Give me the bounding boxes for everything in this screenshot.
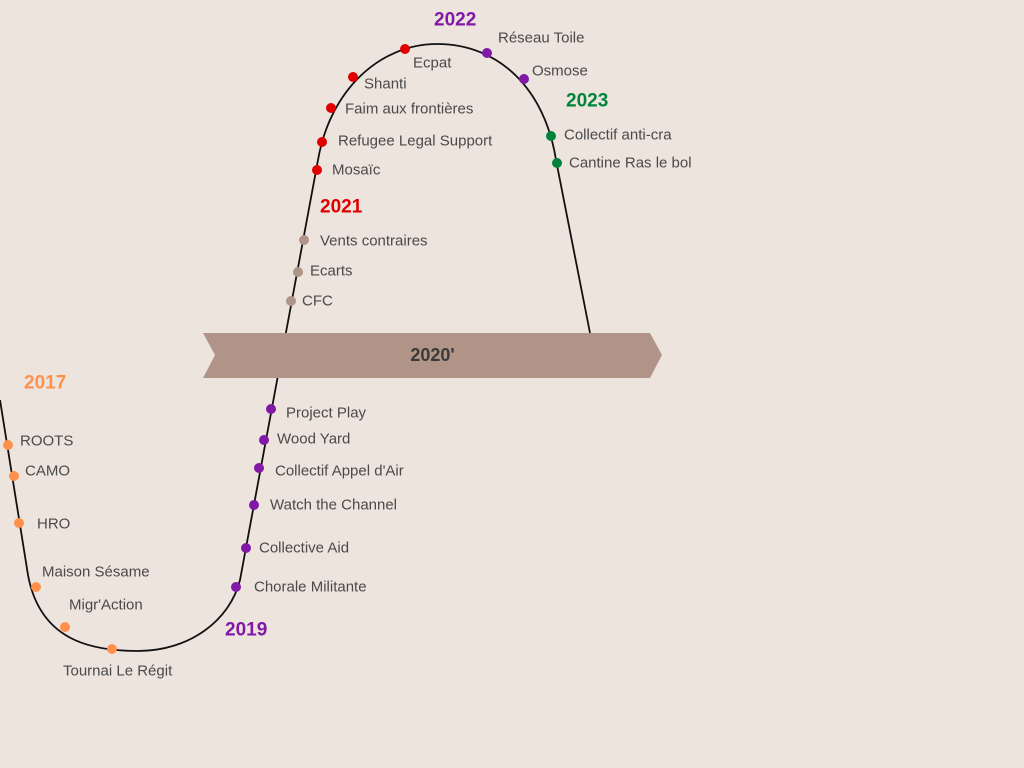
timeline-dot	[286, 296, 296, 306]
decade-banner	[203, 333, 662, 378]
timeline-dot	[9, 471, 19, 481]
timeline-item-label: Ecarts	[310, 262, 353, 280]
timeline-dot	[317, 137, 327, 147]
timeline-item-label: Cantine Ras le bol	[569, 154, 692, 172]
timeline-item-label: Collectif Appel d'Air	[275, 462, 404, 480]
timeline-dot	[326, 103, 336, 113]
timeline-dot	[400, 44, 410, 54]
timeline-dot	[482, 48, 492, 58]
timeline-dot	[299, 235, 309, 245]
year-label: 2017	[24, 372, 67, 394]
timeline-item-label: Osmose	[532, 62, 588, 80]
timeline-item-label: Collectif anti-cra	[564, 126, 672, 144]
year-label: 2019	[225, 619, 268, 641]
timeline-dot	[266, 404, 276, 414]
timeline-item-label: Migr'Action	[69, 596, 143, 614]
timeline-dot	[231, 582, 241, 592]
timeline-dot	[249, 500, 259, 510]
timeline-item-label: Refugee Legal Support	[338, 132, 493, 150]
timeline-item-label: Réseau Toile	[498, 29, 585, 47]
timeline-item-label: Vents contraires	[320, 232, 428, 250]
timeline-dot	[60, 622, 70, 632]
timeline-dot	[254, 463, 264, 473]
timeline-dot	[107, 644, 117, 654]
timeline-item-label: CFC	[302, 292, 333, 310]
year-label: 2023	[566, 90, 609, 112]
timeline-item-label: Shanti	[364, 75, 407, 93]
timeline-dot	[14, 518, 24, 528]
timeline-item-label: Mosaïc	[332, 161, 381, 179]
timeline-dot	[546, 131, 556, 141]
timeline-dot	[312, 165, 322, 175]
timeline-item-label: CAMO	[25, 462, 70, 480]
timeline-dot	[519, 74, 529, 84]
timeline-item-label: Chorale Militante	[254, 578, 367, 596]
timeline-item-label: Project Play	[286, 404, 367, 422]
timeline-item-label: Faim aux frontières	[345, 100, 474, 118]
timeline-dot	[552, 158, 562, 168]
timeline-item-label: Wood Yard	[277, 430, 351, 448]
timeline-item-label: Watch the Channel	[270, 496, 398, 514]
year-label: 2022	[434, 9, 477, 31]
timeline-item-label: Collective Aid	[259, 539, 350, 557]
timeline-item-label: Maison Sésame	[42, 563, 150, 581]
decade-banner-label: 2020'	[410, 345, 455, 365]
timeline-item-label: HRO	[37, 515, 71, 533]
timeline-dot	[3, 440, 13, 450]
year-label: 2021	[320, 196, 363, 218]
timeline-dot	[241, 543, 251, 553]
timeline-dot	[259, 435, 269, 445]
timeline-dot	[31, 582, 41, 592]
timeline-dot	[293, 267, 303, 277]
timeline-item-label: Ecpat	[413, 54, 452, 72]
timeline-dot	[348, 72, 358, 82]
timeline-item-label: Tournai Le Régit	[63, 662, 173, 680]
timeline-curve	[0, 43, 591, 652]
timeline-item-label: ROOTS	[20, 432, 74, 450]
